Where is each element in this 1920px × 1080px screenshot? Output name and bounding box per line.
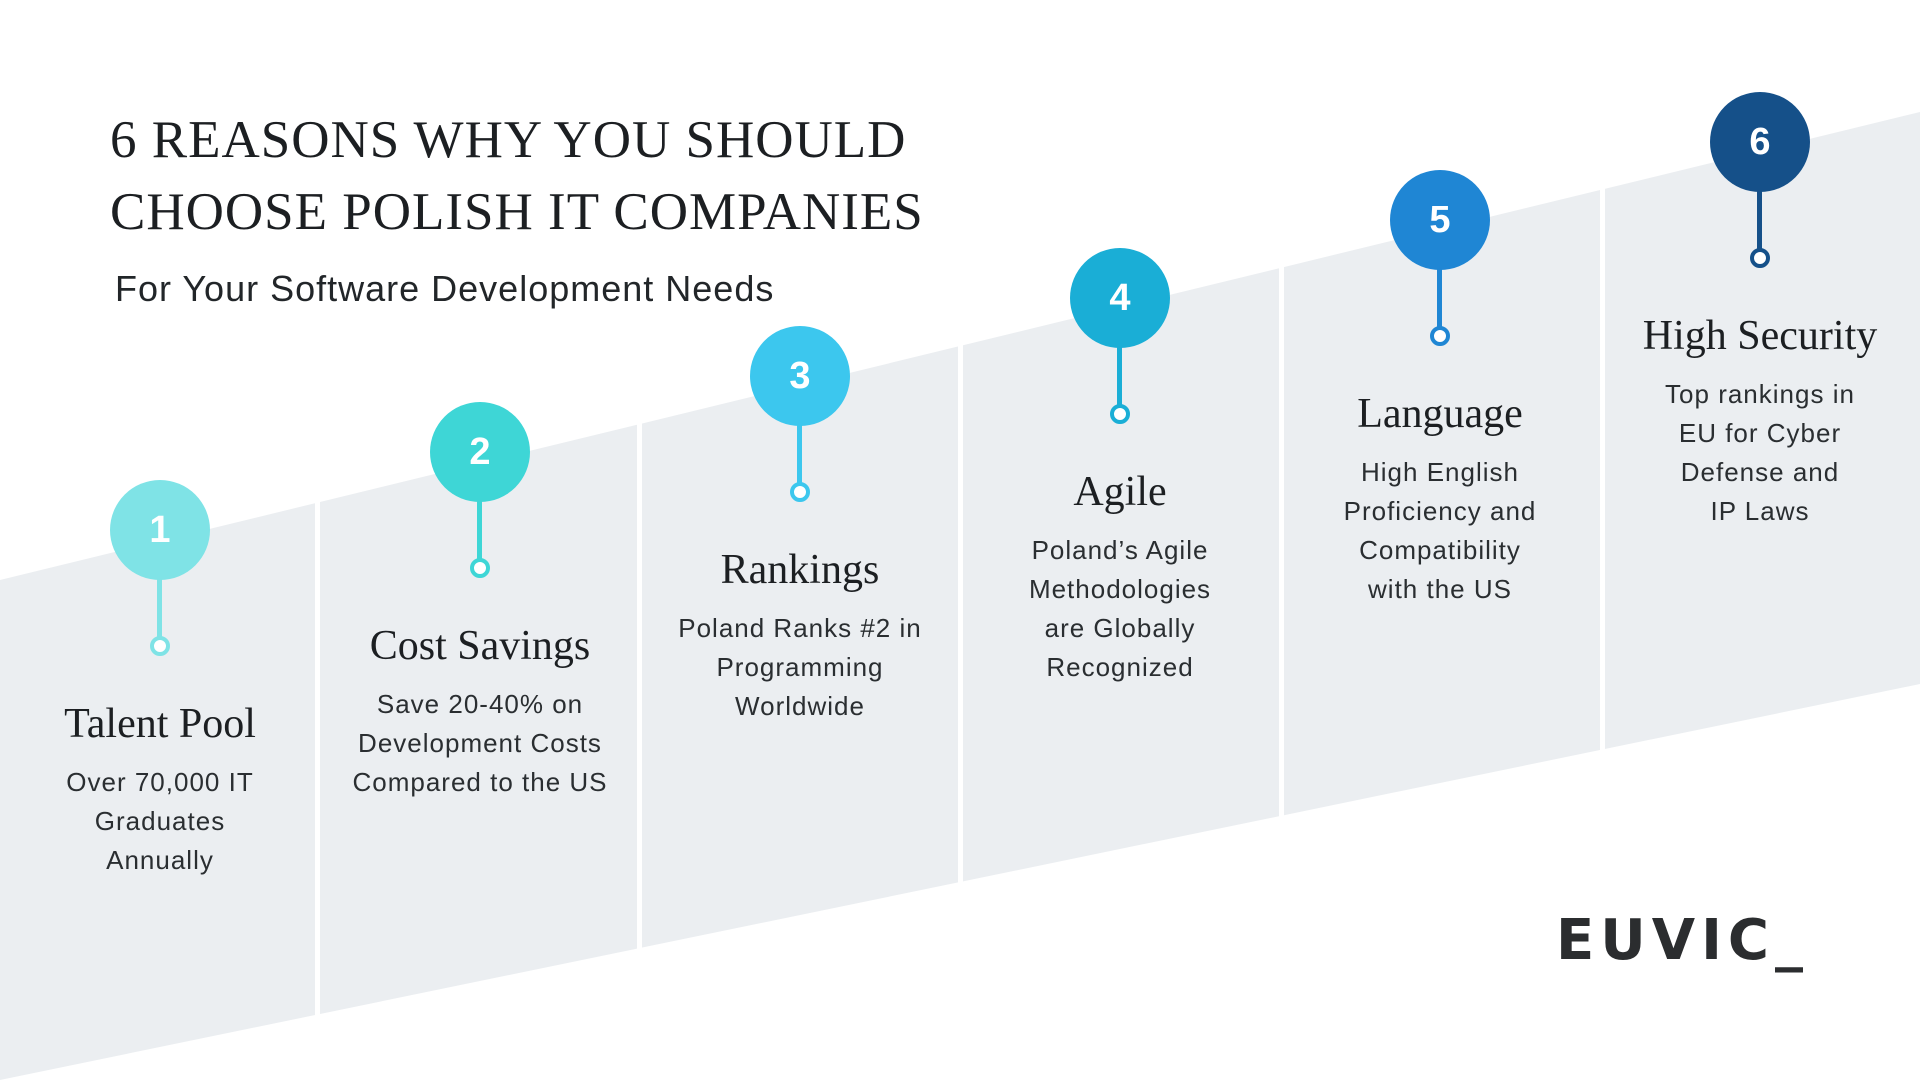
step-2-dot [470, 558, 490, 578]
title-line-1: 6 REASONS WHY YOU SHOULD [110, 111, 907, 169]
step-2-connector [477, 500, 482, 564]
step-4-marker: 4 [1070, 248, 1170, 424]
step-2-description: Save 20-40% on Development Costs Compare… [320, 685, 640, 802]
step-5-title: Language [1357, 391, 1523, 437]
step-1-line-3: Annually [106, 845, 214, 875]
step-6-marker: 6 [1710, 92, 1810, 268]
page-subtitle: For Your Software Development Needs [115, 268, 775, 309]
step-2-line-3: Compared to the US [352, 767, 608, 797]
step-1-circle: 1 [110, 480, 210, 580]
step-4-connector [1117, 346, 1122, 410]
step-3-line-2: Programming [716, 652, 884, 682]
step-1-marker: 1 [110, 480, 210, 656]
step-2-line-1: Save 20-40% on [376, 689, 584, 719]
step-6-dot [1750, 248, 1770, 268]
step-5-marker: 5 [1390, 170, 1490, 346]
step-2-number: 2 [469, 430, 491, 473]
step-3-dot [790, 482, 810, 502]
step-4-line-1: Poland’s Agile [1031, 535, 1209, 565]
title-line-2: CHOOSE POLISH IT COMPANIES [110, 183, 924, 241]
step-5-dot [1430, 326, 1450, 346]
step-3-line-3: Worldwide [735, 691, 865, 721]
step-6-line-3: Defense and [1680, 457, 1840, 487]
step-2-line-2: Development Costs [358, 728, 602, 758]
step-4-line-2: Methodologies [1028, 574, 1212, 604]
step-5-connector [1437, 268, 1442, 332]
step-3-number: 3 [789, 354, 811, 397]
step-1-dot [150, 636, 170, 656]
step-6-line-2: EU for Cyber [1678, 418, 1842, 448]
step-1-line-1: Over 70,000 IT [66, 767, 254, 797]
step-5-line-3: Compatibility [1359, 535, 1521, 565]
step-5-description: High English Proficiency and Compatibili… [1280, 453, 1600, 609]
step-5-line-4: with the US [1368, 574, 1512, 604]
step-4-dot [1110, 404, 1130, 424]
step-6-description: Top rankings in EU for Cyber Defense and… [1600, 375, 1920, 531]
step-3-description: Poland Ranks #2 in Programming Worldwide [640, 609, 960, 726]
euvic-logo: EUVIC_ [1556, 908, 1809, 973]
step-2-title: Cost Savings [369, 623, 591, 669]
step-6-line-1: Top rankings in [1665, 379, 1855, 409]
step-1-number: 1 [149, 508, 171, 551]
step-1-line-2: Graduates [94, 806, 226, 836]
step-3-line-1: Poland Ranks #2 in [678, 613, 922, 643]
step-6-connector [1757, 190, 1762, 254]
step-5-line-2: Proficiency and [1343, 496, 1537, 526]
step-3-marker: 3 [750, 326, 850, 502]
step-1-connector [157, 578, 162, 642]
step-4-line-4: Recognized [1046, 652, 1194, 682]
step-3-circle: 3 [750, 326, 850, 426]
step-6-title: High Security [1642, 313, 1878, 359]
step-4-circle: 4 [1070, 248, 1170, 348]
step-3-title: Rankings [720, 547, 880, 593]
step-4-description: Poland’s Agile Methodologies are Globall… [960, 531, 1280, 687]
step-5-circle: 5 [1390, 170, 1490, 270]
step-6-line-4: IP Laws [1710, 496, 1810, 526]
step-6-number: 6 [1749, 120, 1771, 163]
step-3-connector [797, 424, 802, 488]
step-6-circle: 6 [1710, 92, 1810, 192]
step-5-number: 5 [1429, 198, 1451, 241]
step-5-line-1: High English [1361, 457, 1519, 487]
step-2-marker: 2 [430, 402, 530, 578]
step-2-circle: 2 [430, 402, 530, 502]
step-1-description: Over 70,000 IT Graduates Annually [0, 763, 320, 880]
step-4-line-3: are Globally [1044, 613, 1196, 643]
step-4-number: 4 [1109, 276, 1131, 319]
page-title: 6 REASONS WHY YOU SHOULD CHOOSE POLISH I… [110, 104, 924, 248]
step-4-title: Agile [1073, 469, 1167, 515]
step-1-title: Talent Pool [64, 701, 256, 747]
